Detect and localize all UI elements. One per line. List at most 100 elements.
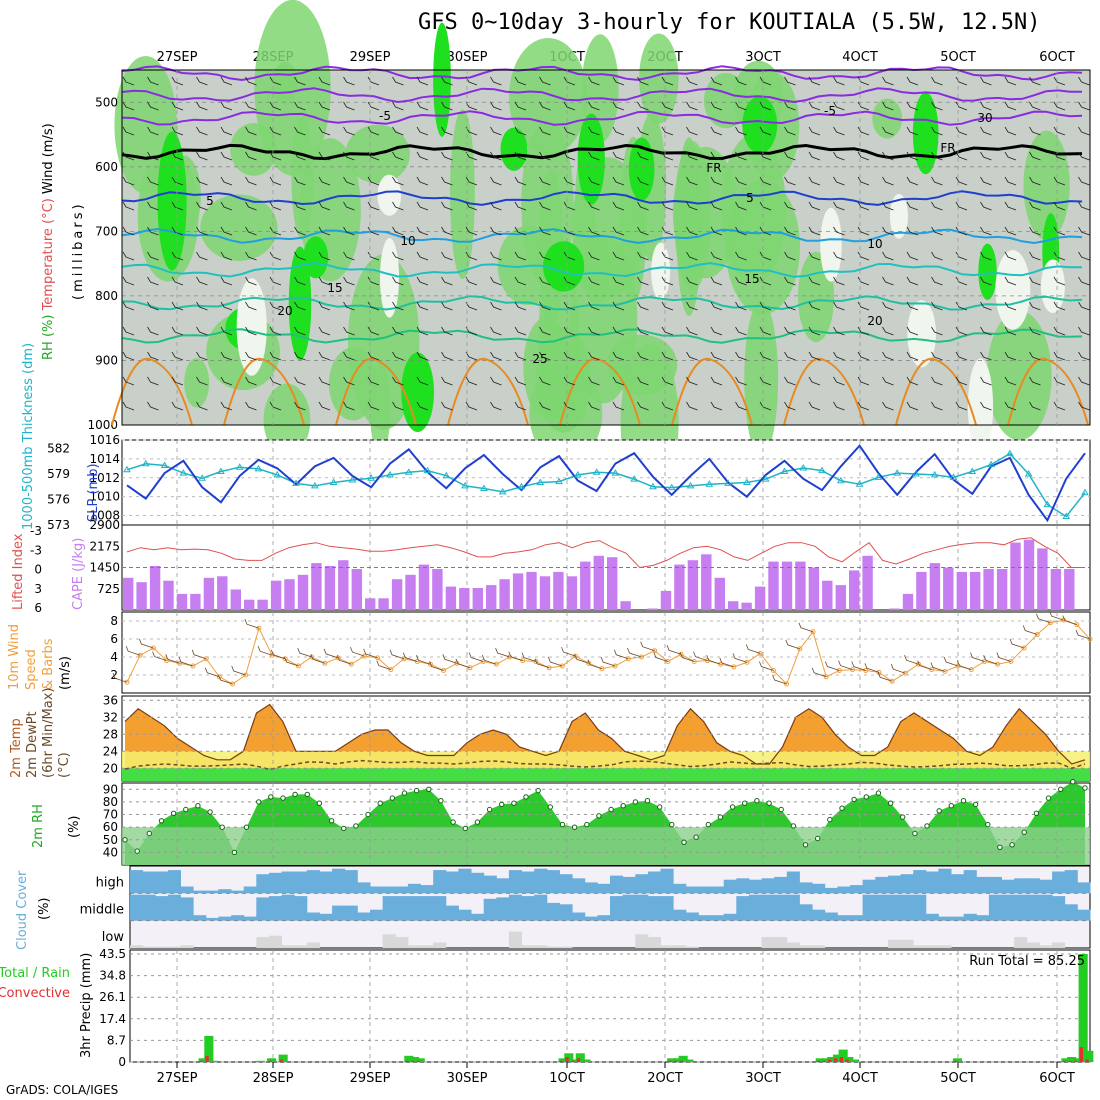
cloud-bar — [193, 915, 207, 921]
rh-marker — [620, 803, 626, 809]
wind-barb — [612, 401, 625, 411]
rh-marker — [863, 794, 869, 800]
rh-marker — [1058, 786, 1064, 792]
cloud-bar — [837, 915, 851, 921]
wind-barb — [710, 151, 723, 161]
wind-barb — [367, 301, 380, 311]
wind-barb — [539, 276, 551, 286]
wind-barb — [588, 276, 600, 286]
wind-barb — [784, 351, 796, 361]
wind-barb — [1004, 251, 1017, 261]
wind-speed-marker — [414, 659, 420, 664]
cloud-bar — [647, 871, 661, 894]
surface-wind-barb — [877, 672, 893, 682]
wind-barb — [490, 226, 502, 236]
cloud-bar — [142, 894, 156, 921]
wind-tick-label: 6 — [110, 632, 118, 646]
cloud-bar — [357, 882, 371, 894]
wind-barb — [588, 401, 600, 411]
wind-speed-marker — [810, 629, 816, 635]
wind-barb — [735, 276, 747, 286]
cloud-bar — [698, 915, 712, 921]
rh-marker — [365, 811, 371, 818]
wind-barb — [784, 326, 796, 336]
surface-wind-barb — [468, 652, 484, 662]
wind-barb — [784, 401, 796, 411]
wind-barb — [980, 276, 992, 286]
cloud-bar — [218, 916, 232, 921]
rh-marker — [802, 842, 809, 848]
wind-barb — [490, 76, 502, 86]
wind-barb — [1053, 151, 1066, 161]
cloud-bar — [294, 896, 308, 921]
surface-wind-barb — [481, 655, 497, 665]
wind-barb — [612, 276, 625, 286]
cloud-bar — [698, 886, 712, 894]
wind-barb — [759, 101, 772, 111]
cape-bar — [929, 563, 941, 610]
rh-shade-blob — [529, 364, 603, 463]
wind-barb — [784, 76, 796, 86]
wind-barb — [1004, 226, 1017, 236]
wind-barb — [906, 351, 919, 361]
cloud-bar — [445, 871, 459, 894]
wind-barb — [294, 276, 306, 286]
slp-line — [126, 444, 1086, 523]
wind-barb — [588, 251, 600, 261]
cloud-bar — [231, 915, 245, 921]
cape-bar — [580, 561, 591, 610]
wind-barb — [147, 351, 159, 361]
wind-barb — [294, 226, 306, 236]
wind-barb — [955, 76, 968, 86]
wind-barb — [882, 276, 894, 286]
wind-speed-marker — [757, 650, 763, 656]
wind-barb — [367, 151, 380, 161]
cloud-bar — [534, 894, 548, 921]
wind-speed-marker — [441, 668, 447, 673]
wind-barb — [367, 351, 380, 361]
wind-barb — [490, 126, 502, 136]
wind-barb — [857, 151, 870, 161]
surface-wind-barb — [204, 667, 220, 678]
wind-barb — [735, 201, 747, 211]
cloud-bar — [256, 937, 270, 948]
rh-marker — [474, 819, 481, 825]
wind-barb — [808, 326, 821, 336]
wind-barb — [1029, 401, 1041, 411]
rh-max-blob — [303, 236, 329, 279]
surface-wind-barb — [653, 652, 668, 662]
wind-barb — [343, 401, 355, 411]
date-label-top: 29SEP — [350, 50, 391, 65]
wind-barb — [245, 326, 257, 336]
cape-bar — [512, 573, 524, 610]
isotherm-line — [121, 87, 1082, 104]
cape-bar — [741, 602, 752, 610]
wind-barb — [686, 126, 698, 136]
cloud-bar — [1001, 894, 1015, 921]
cloud-bar — [471, 872, 485, 894]
wind-barb — [563, 326, 576, 336]
contour-label: FR — [706, 161, 721, 175]
cloud-bar — [496, 897, 510, 921]
wind-barb — [1078, 226, 1090, 236]
upper-legend-item: Wind (m/s) — [41, 123, 56, 194]
cape-bar — [553, 571, 564, 610]
wind-barb — [416, 201, 429, 211]
rh-shade-blob — [184, 357, 210, 408]
slp-ylabel: SLP (mb) — [86, 463, 101, 522]
thickness-marker — [329, 478, 338, 485]
cloud-bar — [268, 872, 282, 894]
wind-barb — [906, 201, 919, 211]
rh-marker — [584, 821, 590, 828]
temp-tick-label: 28 — [103, 727, 118, 741]
cloud-bar — [130, 945, 144, 948]
cloud-bar — [496, 878, 510, 894]
rh-marker — [134, 848, 140, 854]
wind-barb — [833, 126, 845, 136]
rh-max-blob — [500, 127, 528, 171]
date-label-top: 5OCT — [940, 50, 976, 65]
rh-max-blob — [577, 113, 605, 205]
precip-convective-bar — [833, 1058, 838, 1062]
cape-bar — [539, 576, 551, 610]
cloud-bar — [799, 904, 813, 921]
